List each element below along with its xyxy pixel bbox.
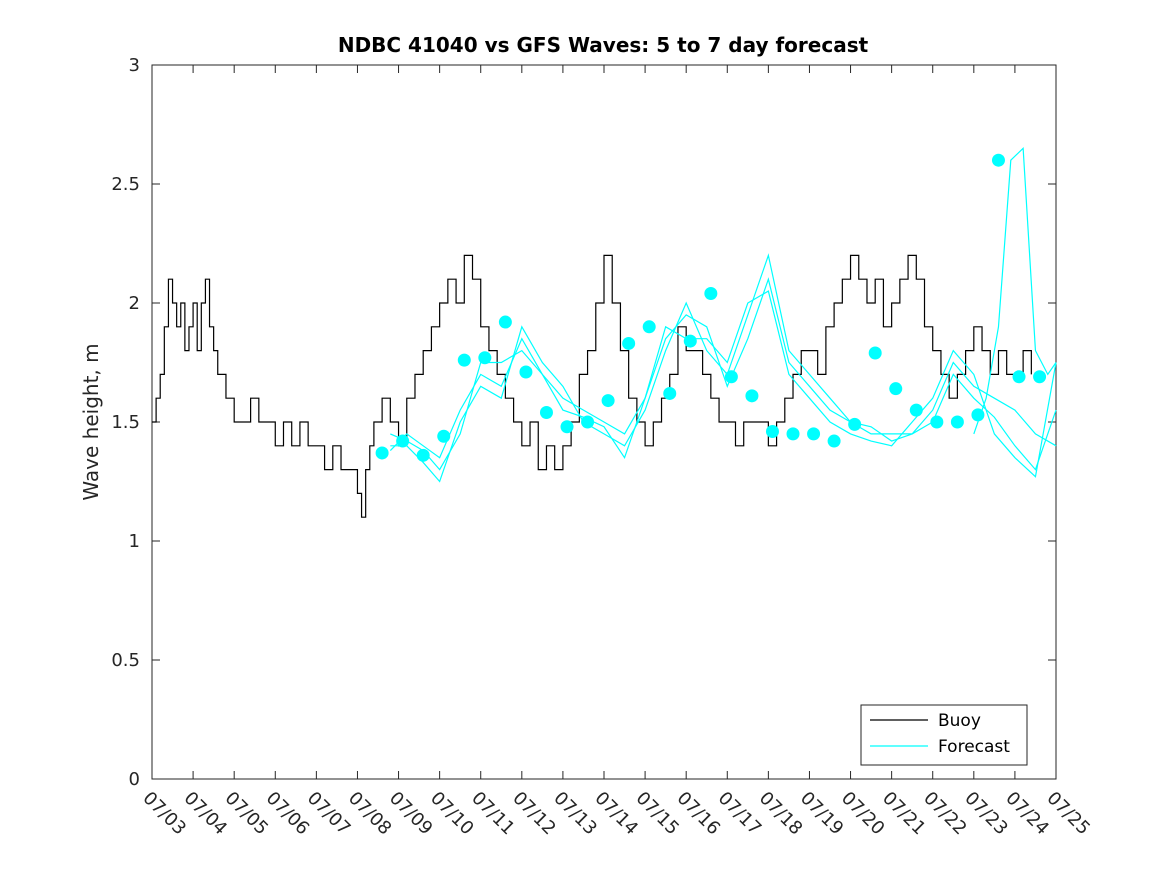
- forecast-point: [663, 386, 677, 400]
- x-tick-label: 07/11: [467, 788, 519, 840]
- x-tick-label: 07/17: [714, 788, 766, 840]
- forecast-point: [375, 446, 389, 460]
- x-tick-label: 07/05: [221, 788, 273, 840]
- forecast-point: [909, 403, 923, 417]
- forecast-point: [930, 415, 944, 429]
- x-tick-label: 07/03: [138, 788, 190, 840]
- forecast-point: [868, 346, 882, 360]
- x-tick-label: 07/25: [1042, 788, 1094, 840]
- x-tick-label: 07/16: [673, 788, 725, 840]
- x-tick-label: 07/09: [385, 788, 437, 840]
- forecast-point: [704, 286, 718, 300]
- y-tick-label: 1.5: [111, 412, 140, 433]
- x-tick-label: 07/24: [1001, 788, 1053, 840]
- forecast-point: [971, 408, 985, 422]
- series-layer: [152, 146, 1057, 518]
- chart-title: NDBC 41040 vs GFS Waves: 5 to 7 day fore…: [338, 33, 869, 57]
- forecast-point: [1033, 370, 1047, 384]
- forecast-series-line: [389, 290, 1057, 478]
- x-tick-label: 07/12: [508, 788, 560, 840]
- forecast-point: [396, 434, 410, 448]
- forecast-point: [581, 415, 595, 429]
- x-tick-label: 07/19: [796, 788, 848, 840]
- y-tick-label: 2.5: [111, 174, 140, 195]
- x-tick-label: 07/06: [262, 788, 314, 840]
- y-tick-label: 3: [129, 55, 140, 76]
- forecast-point: [560, 420, 574, 434]
- forecast-series-line: [390, 253, 1057, 483]
- forecast-point: [765, 425, 779, 439]
- forecast-point: [416, 448, 430, 462]
- forecast-point: [848, 417, 862, 431]
- x-tick-label: 07/20: [837, 788, 889, 840]
- legend-box: [860, 704, 1028, 766]
- forecast-series-line: [973, 146, 1057, 435]
- x-tick-label: 07/22: [919, 788, 971, 840]
- forecast-series-line: [390, 277, 1057, 471]
- x-tick-label: 07/13: [549, 788, 601, 840]
- x-tick-label: 07/07: [303, 788, 355, 840]
- x-tick-label: 07/21: [878, 788, 930, 840]
- x-tick-label: 07/23: [960, 788, 1012, 840]
- forecast-point: [642, 320, 656, 334]
- y-tick-label: 2: [129, 293, 140, 314]
- y-tick-label: 0.5: [111, 650, 140, 671]
- forecast-point: [601, 394, 615, 408]
- y-tick-label: 1: [129, 531, 140, 552]
- forecast-point: [807, 427, 821, 441]
- forecast-point: [950, 415, 964, 429]
- forecast-point: [457, 353, 471, 367]
- buoy-series-line: [152, 254, 1032, 518]
- forecast-point: [889, 382, 903, 396]
- forecast-point: [478, 351, 492, 365]
- x-tick-label: 07/04: [180, 788, 232, 840]
- forecast-point: [1012, 370, 1026, 384]
- x-tick-label: 07/15: [632, 788, 684, 840]
- y-tick-label: 0: [129, 769, 140, 790]
- forecast-point: [437, 429, 451, 443]
- forecast-points: [375, 153, 1047, 462]
- forecast-point: [724, 370, 738, 384]
- x-tick-label: 07/10: [426, 788, 478, 840]
- forecast-point: [498, 315, 512, 329]
- forecast-point: [683, 334, 697, 348]
- forecast-point: [539, 405, 553, 419]
- legend-buoy-label: Buoy: [938, 711, 981, 731]
- forecast-point: [786, 427, 800, 441]
- x-tick-label: 07/18: [755, 788, 807, 840]
- y-axis: 0 0.5 1 1.5 2 2.5 3: [111, 55, 1056, 790]
- forecast-point: [827, 434, 841, 448]
- x-tick-label: 07/08: [344, 788, 396, 840]
- y-axis-label: Wave height, m: [79, 343, 103, 500]
- legend-forecast-label: Forecast: [938, 737, 1010, 757]
- forecast-point: [745, 389, 759, 403]
- forecast-point: [991, 153, 1005, 167]
- forecast-point: [622, 336, 636, 350]
- x-tick-label: 07/14: [590, 788, 642, 840]
- legend: Buoy Forecast: [860, 704, 1028, 766]
- forecast-point: [519, 365, 533, 379]
